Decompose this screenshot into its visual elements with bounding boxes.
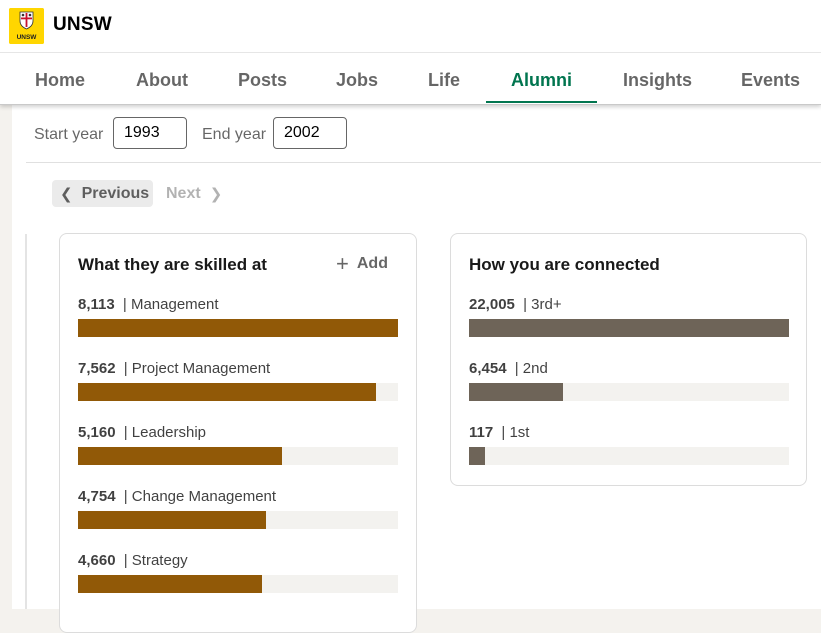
connection-bar-fill	[469, 447, 485, 465]
connection-row-label: 117 | 1st	[469, 424, 530, 441]
connection-bar-track	[469, 447, 789, 465]
tab-life[interactable]: Life	[428, 70, 461, 90]
skill-bar-track	[78, 511, 398, 529]
svg-text:UNSW: UNSW	[17, 34, 38, 41]
skill-count: 8,113	[78, 296, 115, 313]
skill-row[interactable]: 7,562 | Project Management	[78, 360, 398, 410]
end-year-label: End year	[202, 126, 267, 143]
skill-row-label: 5,160 | Leadership	[78, 424, 207, 441]
skill-row-label: 8,113 | Management	[78, 296, 219, 313]
connection-count: 22,005	[469, 296, 515, 313]
skill-bar-track	[78, 575, 398, 593]
connection-name: 1st	[509, 424, 530, 441]
previous-label: Previous	[81, 184, 150, 202]
alumni-panel: Start year End year ❮ Previous Next ❯ Wh…	[12, 104, 821, 633]
skill-row-label: 7,562 | Project Management	[78, 360, 271, 377]
skill-bar-fill	[78, 383, 376, 401]
skill-row[interactable]: 5,160 | Leadership	[78, 424, 398, 474]
skill-name: Project Management	[131, 360, 271, 377]
previous-button[interactable]: ❮ Previous	[52, 180, 153, 207]
active-tab-indicator	[486, 101, 597, 103]
tab-posts[interactable]: Posts	[238, 70, 288, 90]
filter-divider	[26, 162, 821, 163]
chevron-right-icon: ❯	[209, 185, 223, 203]
connection-row[interactable]: 117 | 1st	[469, 424, 789, 474]
connections-card-title: How you are connected	[469, 255, 660, 274]
skill-bar-track	[78, 447, 398, 465]
tab-about[interactable]: About	[136, 70, 188, 90]
connection-row-label: 22,005 | 3rd+	[469, 296, 562, 313]
skill-bar-fill	[78, 575, 262, 593]
connection-name: 2nd	[522, 360, 548, 377]
header-divider	[0, 52, 821, 53]
unsw-logo[interactable]: UNSW	[9, 8, 44, 44]
start-year-label: Start year	[34, 126, 104, 143]
skill-row[interactable]: 4,754 | Change Management	[78, 488, 398, 538]
plus-icon: +	[336, 251, 349, 276]
skill-row-label: 4,660 | Strategy	[78, 552, 188, 569]
connection-row[interactable]: 22,005 | 3rd+	[469, 296, 789, 346]
next-label: Next	[166, 184, 201, 202]
connection-row[interactable]: 6,454 | 2nd	[469, 360, 789, 410]
skill-name: Change Management	[131, 488, 277, 505]
tab-alumni[interactable]: Alumni	[511, 70, 572, 90]
connection-bar-track	[469, 383, 789, 401]
skill-name: Management	[130, 296, 219, 313]
skill-bar-fill	[78, 447, 282, 465]
start-year-input[interactable]	[113, 117, 187, 149]
connection-count: 117	[469, 424, 494, 441]
tab-jobs[interactable]: Jobs	[336, 70, 379, 90]
skill-bar-track	[78, 383, 398, 401]
tab-events[interactable]: Events	[741, 70, 801, 90]
skill-row[interactable]: 8,113 | Management	[78, 296, 398, 346]
connection-bar-fill	[469, 383, 563, 401]
skill-bar-track	[78, 319, 398, 337]
connection-count: 6,454	[469, 360, 507, 377]
skill-row-label: 4,754 | Change Management	[78, 488, 277, 505]
skill-bar-fill	[78, 319, 398, 337]
connection-row-label: 6,454 | 2nd	[469, 360, 548, 377]
tab-home[interactable]: Home	[35, 70, 86, 90]
tab-insights[interactable]: Insights	[623, 70, 693, 90]
skill-bar-fill	[78, 511, 266, 529]
skills-card-title: What they are skilled at	[78, 255, 267, 274]
connection-bar-fill	[469, 319, 789, 337]
chevron-left-icon: ❮	[60, 185, 73, 203]
skill-name: Strategy	[131, 552, 188, 569]
skill-row[interactable]: 4,660 | Strategy	[78, 552, 398, 602]
next-button[interactable]: Next ❯	[166, 180, 222, 207]
skill-name: Leadership	[131, 424, 207, 441]
skills-card: What they are skilled at + Add 8,113 | M…	[59, 233, 417, 633]
connection-bar-track	[469, 319, 789, 337]
skill-count: 4,660	[78, 552, 116, 569]
end-year-input[interactable]	[273, 117, 347, 149]
top-header: UNSW UNSW Home About Posts Jobs Life Alu…	[0, 0, 821, 105]
skill-count: 7,562	[78, 360, 116, 377]
add-label: Add	[356, 255, 388, 272]
previous-card-edge	[25, 234, 27, 609]
organization-name[interactable]: UNSW	[53, 14, 112, 35]
connection-name: 3rd+	[531, 296, 562, 313]
connections-card: How you are connected 22,005 | 3rd+ 6,454…	[450, 233, 807, 486]
add-skill-button[interactable]: + Add	[336, 251, 388, 276]
skill-count: 4,754	[78, 488, 116, 505]
skill-count: 5,160	[78, 424, 116, 441]
year-filter: Start year End year	[12, 104, 821, 163]
